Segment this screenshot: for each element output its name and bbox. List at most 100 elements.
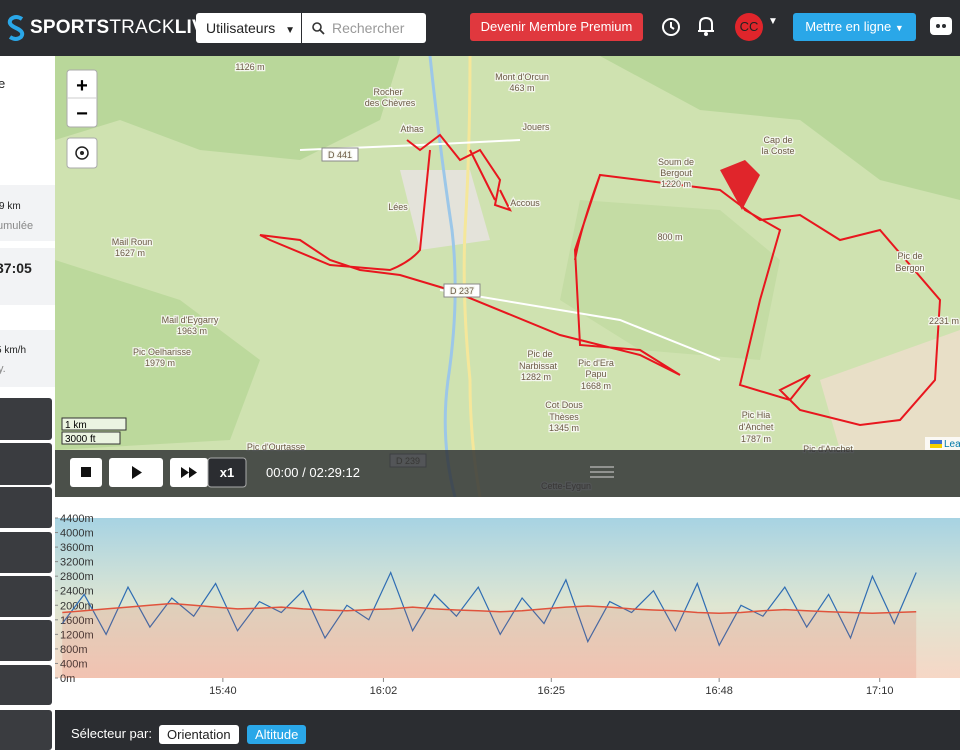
map-label: Pic d'Era <box>578 358 614 368</box>
sidebar-tile[interactable] <box>0 665 52 705</box>
users-dropdown[interactable]: Utilisateurs ▼ <box>196 13 301 43</box>
map-label: Mail d'Eygarry <box>162 315 219 325</box>
selector-option[interactable]: Orientation <box>159 725 239 744</box>
altitude-chart: 0m 400m 800m 1200m 1600m 2000m 2400m 2800m 3200m… <box>55 497 960 710</box>
stat-box <box>0 185 55 241</box>
users-dropdown-label: Utilisateurs <box>206 20 276 36</box>
map-label: 1345 m <box>549 423 579 433</box>
scale-text: 1 km <box>65 420 87 431</box>
x-tick-label: 15:40 <box>209 685 237 697</box>
map-label: 800 m <box>657 232 682 242</box>
map-label: Jouers <box>522 122 550 132</box>
map-label: 1979 m <box>145 358 175 368</box>
sidebar-tile[interactable] <box>0 487 52 528</box>
altitude-area <box>62 603 917 678</box>
sidebar-text: 9 km <box>0 201 21 212</box>
map-label: 1126 m <box>235 62 264 72</box>
chat-icon[interactable] <box>928 14 954 40</box>
map-label: 463 m <box>509 83 534 93</box>
map-label: Cap de <box>763 135 792 145</box>
upload-button-label: Mettre en ligne <box>805 19 892 34</box>
player-time: 00:00 / 02:29:12 <box>266 465 360 480</box>
sidebar-tile[interactable] <box>0 532 52 573</box>
sidebar-tile[interactable] <box>0 710 52 750</box>
sidebar-text: 5 km/h <box>0 345 27 356</box>
upload-button[interactable]: Mettre en ligne ▼ <box>793 13 916 41</box>
y-tick-label: 400m <box>60 658 88 670</box>
selector-option[interactable]: Altitude <box>247 725 307 744</box>
flag <box>930 444 942 448</box>
sidebar-tile[interactable] <box>0 620 52 661</box>
y-tick-label: 2000m <box>60 600 94 612</box>
attribution[interactable]: Lea <box>944 439 960 450</box>
y-tick-label: 0m <box>60 673 75 685</box>
map-label: Thèses <box>549 412 579 422</box>
y-tick-label: 4400m <box>60 513 94 525</box>
zoom-control: + − <box>66 69 98 169</box>
y-tick-label: 4000m <box>60 528 94 540</box>
speed-button[interactable] <box>207 457 247 488</box>
map-label: Mail Roun <box>112 237 153 247</box>
selector-bar: Sélecteur par: Orientation Altitude <box>55 710 960 750</box>
zoom-in[interactable]: + <box>76 75 88 97</box>
sidebar-text: e <box>0 76 6 91</box>
map-label: 1787 m <box>741 434 771 444</box>
y-tick-label: 3600m <box>60 542 94 554</box>
map-label: D 441 <box>328 150 352 160</box>
map-label: Mont d'Orcun <box>495 72 549 82</box>
stat-box <box>0 248 55 305</box>
sidebar-tile[interactable] <box>0 576 52 617</box>
map-label: 1220 m <box>661 179 691 189</box>
zoom-out[interactable]: − <box>76 103 88 125</box>
map-label: 2231 m <box>929 316 959 326</box>
forest <box>55 56 400 160</box>
map-label: Pic Oelharisse <box>133 347 191 357</box>
road-shield <box>321 147 359 162</box>
scale-box <box>61 431 121 445</box>
y-tick-label: 2400m <box>60 586 94 598</box>
map-label: Accous <box>510 198 540 208</box>
y-tick-label: 800m <box>60 644 88 656</box>
resize-handle[interactable] <box>590 466 614 478</box>
map-label: D 237 <box>450 286 474 296</box>
sidebar-text: y. <box>0 363 6 375</box>
brand-bold: SPORTS <box>30 17 110 38</box>
avatar[interactable]: CC <box>735 13 763 41</box>
track <box>259 133 942 427</box>
x-tick-label: 16:48 <box>705 685 733 697</box>
brand[interactable]: SPORTSTRACKLIVE <box>30 17 218 39</box>
map-label: Soum de <box>658 157 694 167</box>
map-label: Lées <box>388 202 408 212</box>
x-tick-label: 16:25 <box>538 685 566 697</box>
road-shield <box>443 283 481 298</box>
map-label: la Coste <box>761 146 794 156</box>
sidebar-tile[interactable] <box>0 398 52 440</box>
map-label: Narbissat <box>519 361 558 371</box>
stop-icon <box>81 467 91 477</box>
map-label: Rocher <box>373 87 402 97</box>
selector-label: Sélecteur par: <box>71 726 152 741</box>
y-tick-label: 1200m <box>60 629 94 641</box>
map-label: Papu <box>585 369 606 379</box>
y-tick-label: 2800m <box>60 571 94 583</box>
map-label: d'Anchet <box>739 422 774 432</box>
map-label: Cot Dous <box>545 400 583 410</box>
sidebar-tile[interactable] <box>0 443 52 485</box>
track-marker <box>720 160 760 210</box>
flag <box>930 440 942 444</box>
premium-button[interactable]: Devenir Membre Premium <box>470 13 643 41</box>
search-input[interactable]: Rechercher <box>302 13 426 43</box>
brand-light: TRACK <box>109 17 175 38</box>
map-label: Pic de <box>897 251 922 261</box>
avatar-caret[interactable]: ▼ <box>768 16 778 27</box>
map-label: 1282 m <box>521 372 551 382</box>
notification-icon[interactable] <box>696 15 716 37</box>
history-icon[interactable] <box>660 16 682 38</box>
navbar: SPORTSTRACKLIVE Utilisateurs ▼ Recherche… <box>0 0 960 56</box>
forest <box>600 56 960 200</box>
map-label: Bergon <box>895 263 924 273</box>
fast-forward-icon <box>181 467 197 478</box>
y-tick-label: 3200m <box>60 557 94 569</box>
